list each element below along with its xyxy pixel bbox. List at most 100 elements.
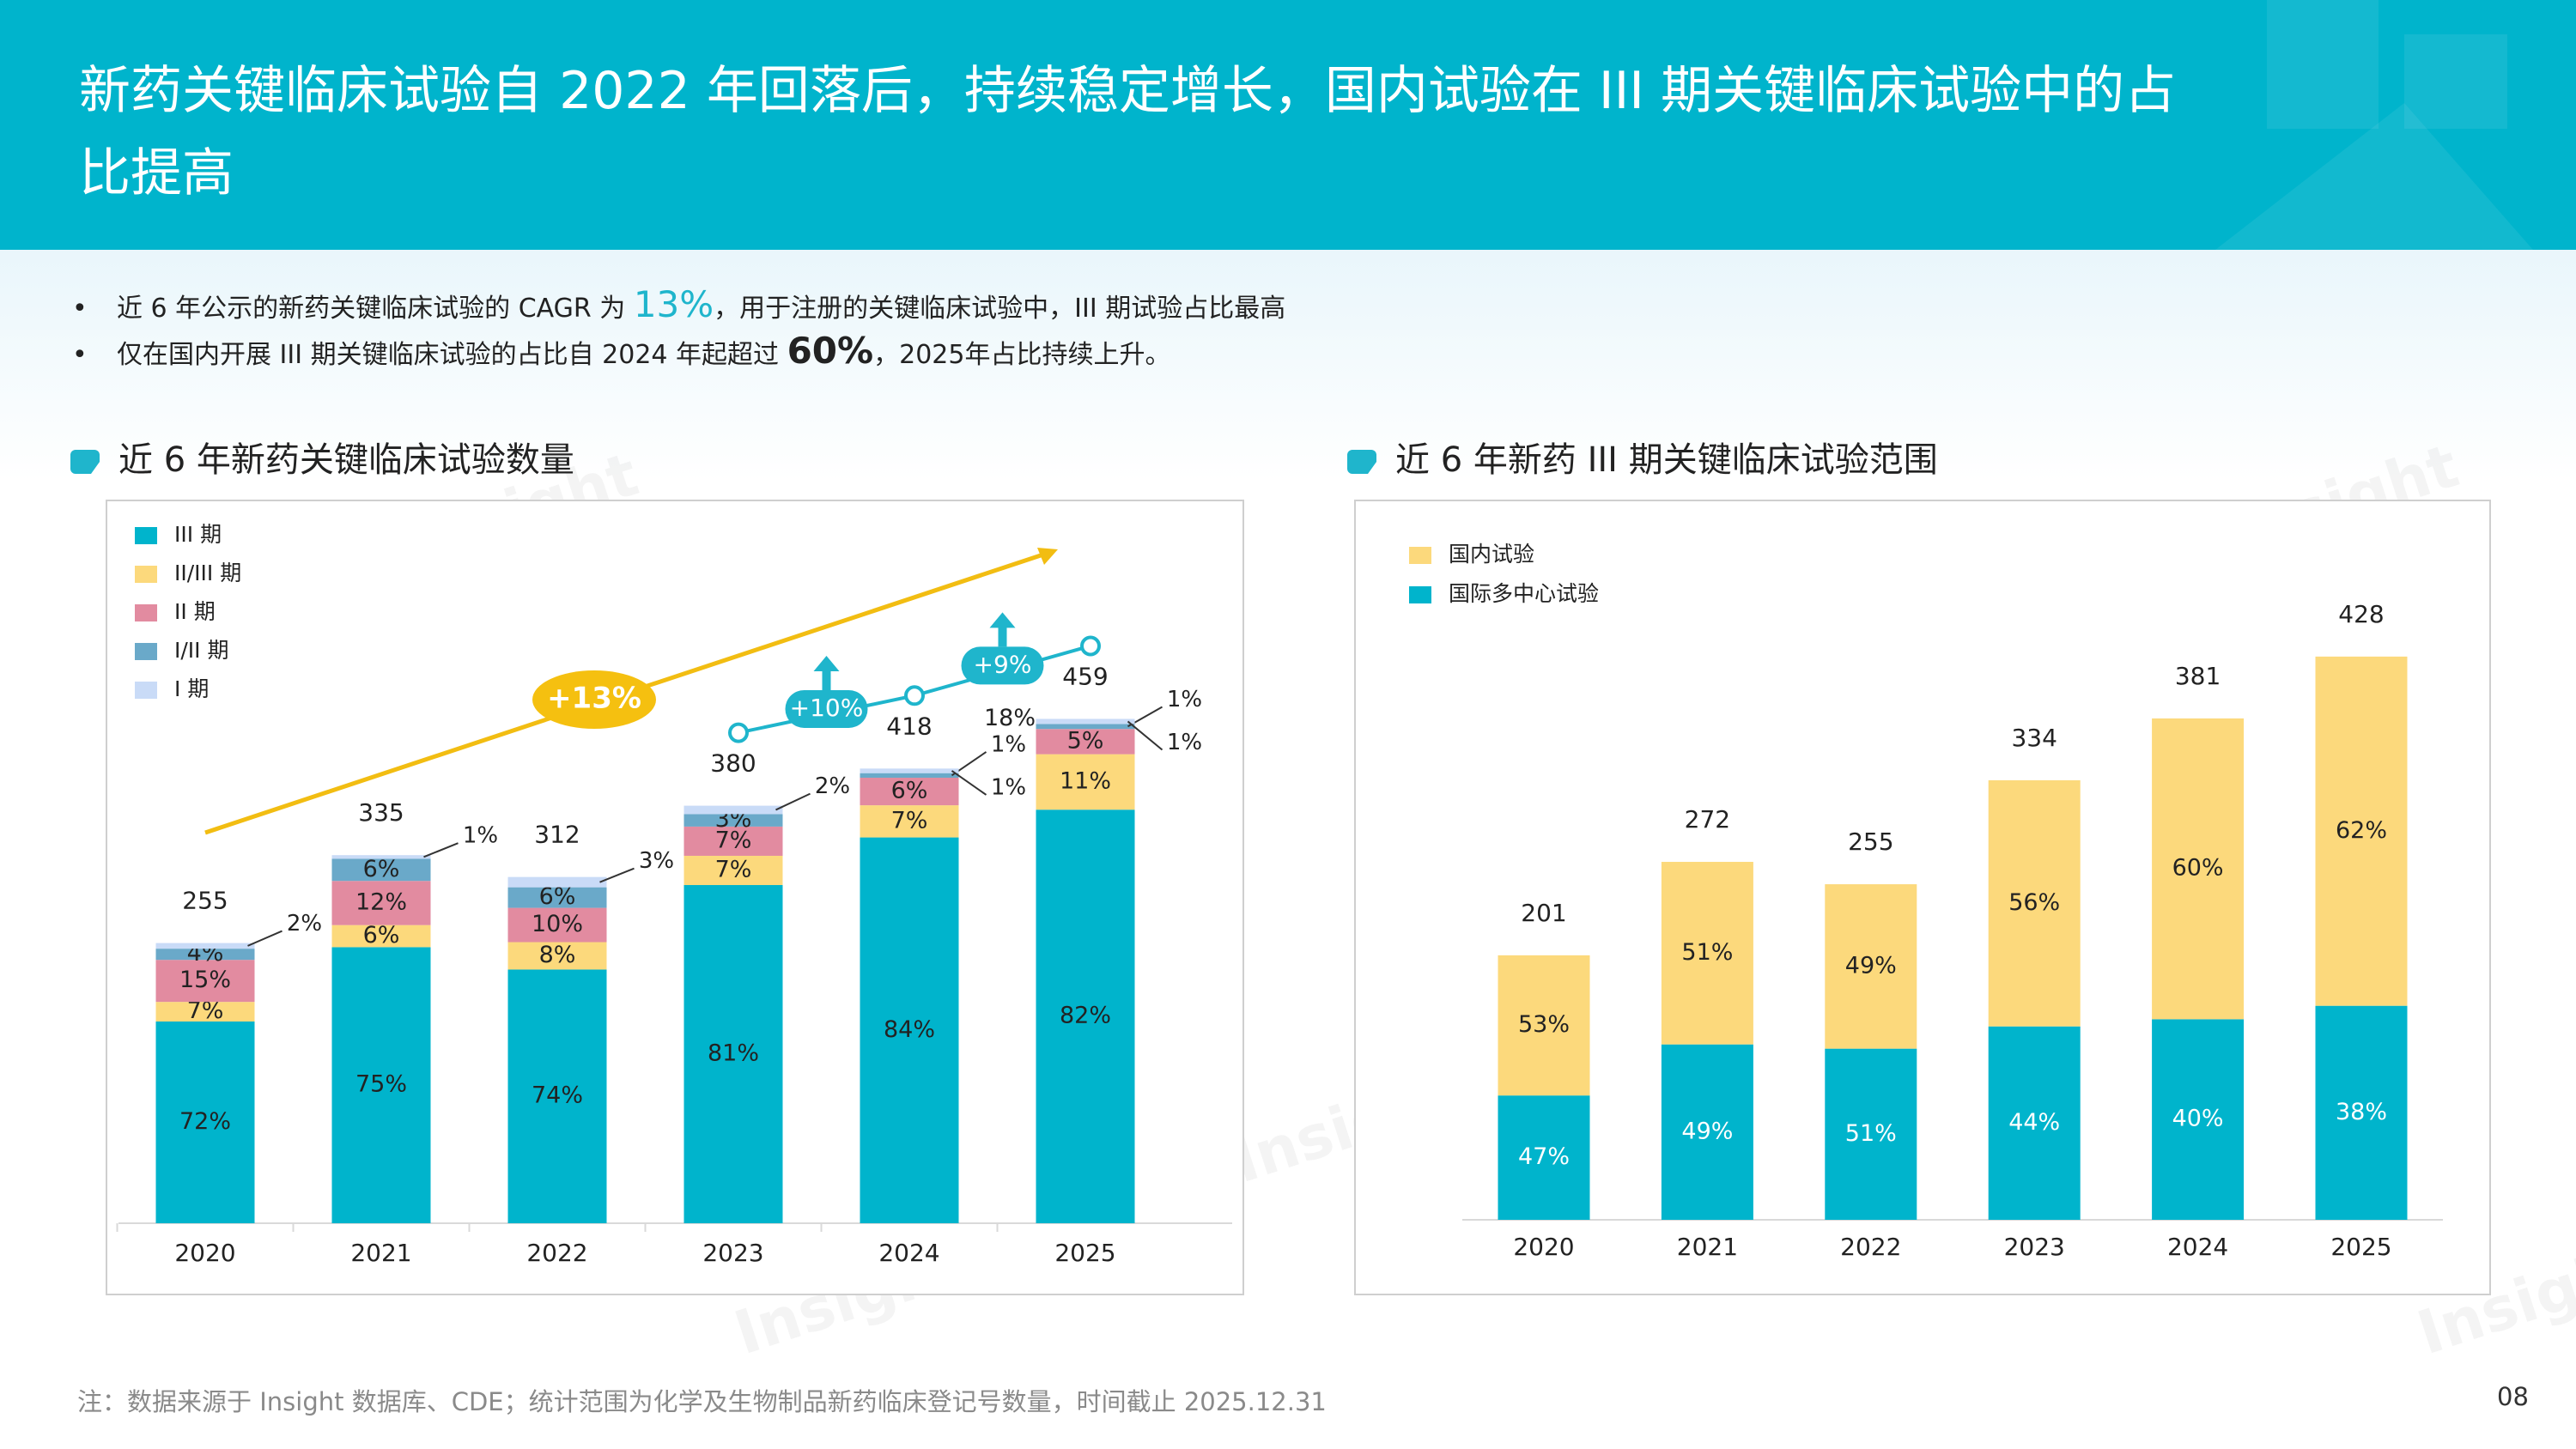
data-label: 1% [991, 774, 1026, 800]
total-label: 272 [1685, 805, 1730, 834]
bullet-text: ，用于注册的关键临床试验中，III 期试验占比最高 [714, 294, 1286, 324]
data-label: 7% [715, 827, 752, 853]
bar-segment [155, 1002, 255, 1022]
legend-label: II/III 期 [174, 561, 241, 585]
data-label: 7% [187, 997, 224, 1024]
bar-segment [1661, 1044, 1753, 1220]
data-label: 56% [2008, 889, 2060, 916]
total-label: 312 [534, 821, 580, 849]
bar-segment [155, 949, 255, 961]
legend-swatch [135, 643, 157, 660]
data-label: 49% [1681, 1118, 1733, 1144]
data-label: 5% [1067, 727, 1104, 754]
legend-label: I/II 期 [174, 638, 229, 663]
data-label: 2% [287, 911, 322, 937]
bar-segment [331, 925, 431, 948]
bar-segment [683, 885, 783, 1223]
data-label: 6% [363, 922, 400, 949]
bar-segment [2152, 1019, 2245, 1220]
bullet: 近 6 年公示的新药关键临床试验的 CAGR 为 13%，用于注册的关键临床试验… [72, 282, 2133, 328]
bar-segment [1036, 718, 1135, 724]
data-label: 74% [532, 1082, 583, 1109]
growth-label: +9% [974, 650, 1032, 678]
title-marker [70, 450, 100, 474]
bar-segment [1825, 884, 1917, 1049]
growth-label: +10% [790, 694, 864, 722]
data-label: 3% [639, 848, 674, 874]
total-label: 428 [2338, 600, 2384, 628]
data-label: 38% [2336, 1099, 2387, 1125]
bar-segment [1036, 729, 1135, 755]
decor [2215, 103, 2533, 250]
bar-segment [1498, 1095, 1590, 1220]
data-label: 51% [1845, 1120, 1897, 1147]
legend-label: II 期 [174, 599, 216, 624]
bar-segment [507, 969, 607, 1223]
x-tick-label: 2020 [174, 1239, 235, 1267]
data-label: 51% [1681, 939, 1733, 966]
legend-label: I 期 [174, 676, 209, 701]
x-tick-label: 2025 [2330, 1233, 2391, 1261]
growth-point [1080, 635, 1101, 657]
bullet-text: 近 6 年公示的新药关键临床试验的 CAGR 为 [117, 294, 634, 324]
data-label: 1% [463, 823, 498, 849]
bar-segment [683, 855, 783, 886]
legend-swatch [135, 604, 157, 621]
data-label: 6% [363, 856, 400, 882]
footnote: 注：数据来源于 Insight 数据库、CDE；统计范围为化学及生物制品新药临床… [77, 1387, 1327, 1416]
growth-badge [961, 646, 1044, 685]
data-label: 47% [1518, 1143, 1570, 1170]
chart-title: 近 6 年新药关键临床试验数量 [118, 440, 574, 480]
data-label: 15% [179, 967, 231, 993]
decor [2267, 0, 2379, 129]
data-label: 11% [1060, 767, 1111, 794]
data-label: 7% [715, 856, 752, 882]
data-label: 12% [355, 888, 407, 915]
bullet: 仅在国内开展 III 期关键临床试验的占比自 2024 年起超过 60%，202… [72, 328, 2133, 374]
bar-segment [1661, 862, 1753, 1045]
bar-segment [2315, 656, 2408, 1006]
bullet-highlight: 60% [787, 330, 874, 372]
cagr-badge [532, 670, 656, 729]
x-tick-label: 2020 [1513, 1233, 1574, 1261]
leader-line [599, 867, 635, 883]
total-label: 418 [886, 712, 932, 740]
bar-segment [507, 907, 607, 943]
data-label: 81% [708, 1040, 759, 1067]
total-label: 255 [1848, 828, 1893, 856]
bar-segment [507, 942, 607, 970]
legend-swatch [1409, 547, 1431, 564]
bar-segment [860, 773, 959, 779]
bar-segment [683, 826, 783, 856]
bullet-text: 仅在国内开展 III 期关键临床试验的占比自 2024 年起超过 [117, 340, 787, 370]
arrow-head [1037, 548, 1058, 565]
data-label: 7% [891, 807, 928, 834]
total-label: 459 [1062, 662, 1108, 690]
data-label: 10% [532, 911, 583, 937]
decor [2404, 34, 2507, 129]
legend-swatch [135, 682, 157, 699]
data-label: 1% [991, 731, 1026, 757]
legend-label: 国内试验 [1449, 542, 1534, 567]
total-label: 335 [358, 798, 404, 827]
data-label: 44% [2008, 1109, 2060, 1136]
leader-line [951, 770, 987, 796]
leader-line [247, 930, 283, 947]
x-tick-label: 2022 [526, 1239, 587, 1267]
bar-segment [1498, 955, 1590, 1096]
bar-segment [2315, 1005, 2408, 1220]
bar-segment [1988, 779, 2081, 1027]
leader-line [1127, 720, 1163, 751]
data-label: 2% [815, 773, 850, 799]
leader-line [423, 842, 459, 858]
bar-segment [331, 858, 431, 882]
bar-segment [683, 814, 783, 827]
data-label: 8% [539, 942, 576, 968]
bar-segment [2152, 718, 2245, 1020]
data-label: 1% [1167, 730, 1202, 755]
total-label: 381 [2175, 662, 2221, 690]
cagr-label: +13% [547, 682, 641, 716]
data-label: 40% [2172, 1106, 2224, 1132]
up-arrow [813, 655, 840, 690]
